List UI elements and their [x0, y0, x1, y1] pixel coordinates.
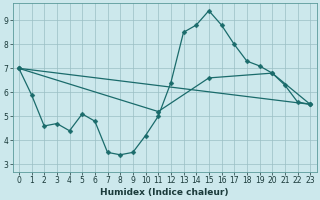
X-axis label: Humidex (Indice chaleur): Humidex (Indice chaleur) — [100, 188, 229, 197]
